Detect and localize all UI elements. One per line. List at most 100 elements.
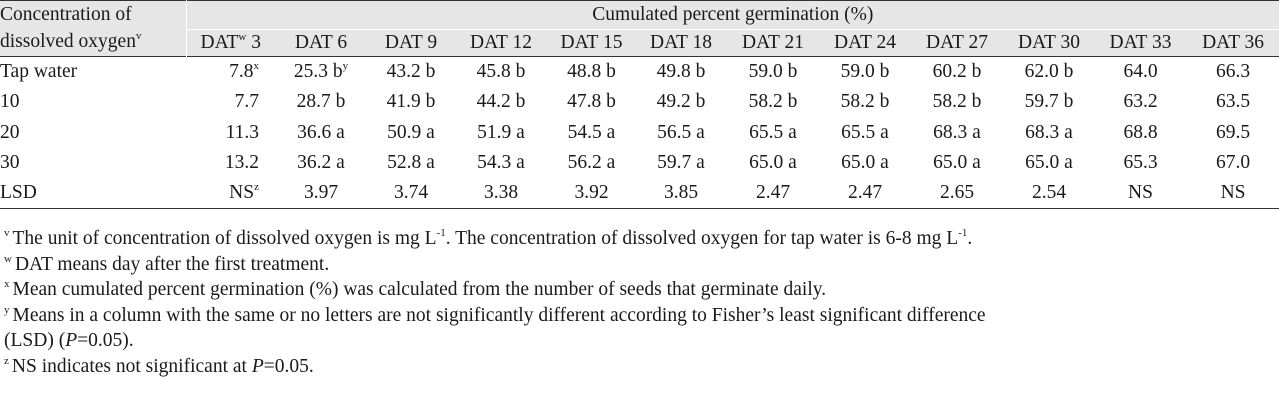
cell-value: 2.47 <box>755 182 791 204</box>
footnote-marker-y: y <box>342 60 349 72</box>
dat-header: DAT 9 <box>367 30 455 57</box>
footnote-x-text: Mean cumulated percent germination (%) w… <box>12 279 827 300</box>
cell-value: 65.0 a <box>1025 152 1073 174</box>
concentration-header-line1: Concentration of <box>0 4 132 25</box>
table-cell: 65.0 a <box>726 148 820 179</box>
table-cell: 50.9 a <box>367 118 455 149</box>
table-cell: 65.0 a <box>910 148 1004 179</box>
table-body: Tap water 7.8x 25.3 by 43.2 b 45.8 b 48.8 b 49… <box>0 56 1279 209</box>
table-cell: 63.2 <box>1094 87 1187 118</box>
footnotes: v The unit of concentration of dissolved … <box>4 226 1276 379</box>
cell-value: 49.2 b <box>656 91 706 113</box>
footnote-y-mark: y <box>4 303 10 316</box>
cell-value: 63.5 <box>1215 91 1251 113</box>
cell-value: 50.9 a <box>387 121 435 143</box>
cell-value: 65.0 a <box>749 152 797 174</box>
dat-header: DAT 24 <box>820 30 910 57</box>
row-label: 20 <box>0 121 20 143</box>
cell-value: 59.0 b <box>748 61 798 82</box>
table-cell: 7.8x <box>186 56 275 87</box>
dat-header: DAT 18 <box>636 30 726 57</box>
cell-value: 45.8 b <box>476 61 526 82</box>
cell-value: 68.3 a <box>1025 121 1073 143</box>
cell-value: 41.9 b <box>386 91 436 113</box>
row-label: 10 <box>0 91 20 113</box>
table-cell: 2.47 <box>820 178 910 209</box>
cell-value: 54.5 a <box>567 121 616 143</box>
cell-value: NS <box>1128 182 1153 204</box>
footnote-y-text-b: (LSD) ( <box>4 330 66 351</box>
table-cell: NSz <box>186 178 275 209</box>
dat-header-label: DAT 12 <box>470 32 532 53</box>
row-label: Tap water <box>0 56 186 87</box>
dat-header: DATw 3 <box>186 30 275 57</box>
cell-value: 3.85 <box>663 182 699 204</box>
cell-value: 65.0 a <box>841 152 889 174</box>
table-cell: 68.3 a <box>1004 118 1094 149</box>
footnote-y-text-c: =0.05). <box>77 330 134 351</box>
table-row: Tap water 7.8x 25.3 by 43.2 b 45.8 b 48.8 b 49… <box>0 56 1279 87</box>
dat-header: DAT 15 <box>547 30 636 57</box>
table-row: LSD NSz 3.97 3.74 3.38 3.92 3.85 2.47 2.47 2.65 2.… <box>0 178 1279 209</box>
cell-value: 7.7 <box>234 91 259 113</box>
cell-value: 28.7 b <box>296 91 346 113</box>
cell-value: 63.2 <box>1123 91 1158 113</box>
table-cell: 3.97 <box>275 178 367 209</box>
row-label: 30 <box>0 152 20 174</box>
cell-value: 44.2 b <box>476 91 526 113</box>
cell-value: 59.7 a <box>657 152 705 174</box>
table-cell: 44.2 b <box>455 87 547 118</box>
table-cell: 69.5 <box>1187 118 1279 149</box>
table-cell: 65.3 <box>1094 148 1187 179</box>
footnote-y: y Means in a column with the same or no l… <box>4 303 1276 354</box>
table-cell: NS <box>1094 178 1187 209</box>
dat-header-label: DAT 36 <box>1202 32 1265 53</box>
table-cell: 7.7 <box>186 87 275 118</box>
dat-header-label: DAT 6 <box>294 32 348 53</box>
cell-value: 56.5 a <box>657 121 705 143</box>
footnote-x-mark: x <box>4 278 10 290</box>
cell-value: 56.2 a <box>567 152 616 174</box>
table-cell: 59.0 b <box>726 56 820 87</box>
cell-value: 2.47 <box>847 182 883 204</box>
cell-value: 36.2 a <box>297 152 345 174</box>
table-cell: 59.7 b <box>1004 87 1094 118</box>
table-cell: 51.9 a <box>455 118 547 149</box>
cell-value: 49.8 b <box>656 61 706 82</box>
table-cell: 65.0 a <box>1004 148 1094 179</box>
footnote-v: v The unit of concentration of dissolved … <box>4 226 1276 252</box>
table-cell: 65.5 a <box>726 118 820 149</box>
cell-value: 66.3 <box>1215 61 1251 82</box>
footnote-marker-x: x <box>253 60 260 72</box>
footnote-y-text-a: Means in a column with the same or no le… <box>12 304 986 326</box>
table-cell: 3.38 <box>455 178 547 209</box>
footnote-v-sup-a: -1 <box>436 227 446 239</box>
cell-value: 58.2 b <box>840 91 890 113</box>
table-cell: 66.3 <box>1187 56 1279 87</box>
table-cell: 60.2 b <box>910 56 1004 87</box>
dat-header: DAT 27 <box>910 30 1004 57</box>
dat-header: DAT 6 <box>275 30 367 57</box>
cell-value: 62.0 b <box>1024 61 1074 82</box>
cell-value: 59.0 b <box>840 61 890 82</box>
header-row-1: Concentration of dissolved oxygenv Cumul… <box>0 0 1279 57</box>
table-row: 20 11.3 36.6 a 50.9 a 51.9 a 54.5 a 56.5 a 65.5… <box>0 118 1279 149</box>
footnote-v-text-c: . <box>967 228 973 249</box>
dat-header: DAT 30 <box>1004 30 1094 57</box>
cell-value: 60.2 b <box>932 61 982 82</box>
germination-table-container: Concentration of dissolved oxygenv Cumul… <box>0 0 1279 209</box>
cell-value: 3.92 <box>574 182 609 204</box>
table-cell: 58.2 b <box>820 87 910 118</box>
cumulated-germination-header: Cumulated percent germination (%) <box>186 0 1279 30</box>
table-cell: 54.5 a <box>547 118 636 149</box>
cell-value: 52.8 a <box>387 152 435 174</box>
table-cell: 25.3 by <box>275 56 367 87</box>
table-cell: 3.85 <box>636 178 726 209</box>
footnote-x: x Mean cumulated percent germination (%) … <box>4 277 1276 303</box>
dat-header: DAT 12 <box>455 30 547 57</box>
cell-value: 59.7 b <box>1024 91 1074 113</box>
footnote-v-text-a: The unit of concentration of dissolved o… <box>12 228 437 249</box>
footnote-y-italic-p: P <box>65 330 78 351</box>
concentration-header-line2: dissolved oxygen <box>0 31 136 52</box>
cell-value: 65.0 a <box>933 152 981 174</box>
